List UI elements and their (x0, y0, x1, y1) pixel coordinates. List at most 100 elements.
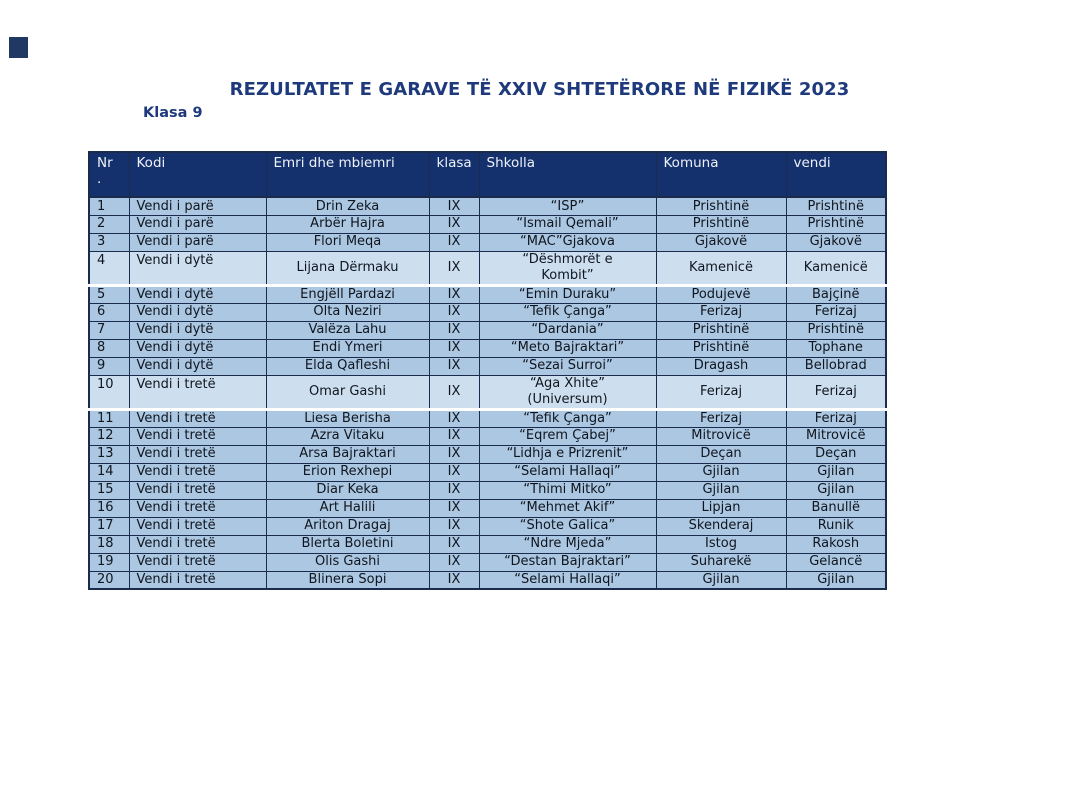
table-row: 13 Vendi i tretë Arsa Bajraktari IX “Lidhja … (88, 444, 887, 464)
class-label: Klasa 9 (143, 105, 203, 121)
cell-nr: 16 (88, 498, 130, 518)
cell-komuna: Ferizaj (655, 408, 787, 428)
cell-emri: Blinera Sopi (265, 570, 430, 590)
cell-komuna: Gjakovë (655, 232, 787, 252)
cell-klasa: IX (428, 338, 480, 358)
cell-vendi: Runik (785, 516, 887, 536)
cell-klasa: IX (428, 302, 480, 322)
cell-nr: 10 (88, 374, 130, 411)
cell-nr: 19 (88, 552, 130, 572)
cell-nr: 7 (88, 320, 130, 340)
cell-nr: 5 (88, 284, 130, 304)
table-row: 2 Vendi i parë Arbër Hajra IX “Ismail Qemali… (88, 214, 887, 234)
cell-vendi: Banullë (785, 498, 887, 518)
cell-nr: 8 (88, 338, 130, 358)
table-row: 16 Vendi i tretë Art Halili IX “Mehmet Akif”… (88, 498, 887, 518)
table-row: 1 Vendi i parë Drin Zeka IX “ISP” Prishtinë Pr… (88, 196, 887, 216)
cell-shkolla: “Sezai Surroi” (478, 356, 657, 376)
column-header-nr: Nr . (88, 151, 130, 198)
table-row: 15 Vendi i tretë Diar Keka IX “Thimi Mitko” G… (88, 480, 887, 500)
cell-nr: 17 (88, 516, 130, 536)
cell-vendi: Deçan (785, 444, 887, 464)
cell-kodi: Vendi i tretë (128, 480, 267, 500)
cell-vendi: Tophane (785, 338, 887, 358)
cell-komuna: Prishtinë (655, 338, 787, 358)
cell-kodi: Vendi i parë (128, 196, 267, 216)
cell-shkolla: “Ismail Qemali” (478, 214, 657, 234)
column-header-klasa: klasa (428, 151, 480, 198)
results-table: Nr . Kodi Emri dhe mbiemri klasa Shkolla Komu… (88, 151, 887, 590)
cell-klasa: IX (428, 498, 480, 518)
cell-emri: Endi Ymeri (265, 338, 430, 358)
cell-kodi: Vendi i tretë (128, 570, 267, 590)
cell-vendi: Gelancë (785, 552, 887, 572)
cell-shkolla: “Shote Galica” (478, 516, 657, 536)
cell-klasa: IX (428, 284, 480, 304)
cell-shkolla: “Emin Duraku” (478, 284, 657, 304)
cell-nr: 14 (88, 462, 130, 482)
cell-vendi: Prishtinë (785, 320, 887, 340)
cell-klasa: IX (428, 408, 480, 428)
cell-nr: 11 (88, 408, 130, 428)
cell-nr: 13 (88, 444, 130, 464)
cell-komuna: Prishtinë (655, 320, 787, 340)
cell-shkolla: “Mehmet Akif” (478, 498, 657, 518)
cell-vendi: Rakosh (785, 534, 887, 554)
table-row: 4 Vendi i dytë Lijana Dërmaku IX “Dëshmorët … (88, 250, 887, 287)
cell-emri: Olis Gashi (265, 552, 430, 572)
column-header-shkolla: Shkolla (478, 151, 657, 198)
cell-shkolla: “Meto Bajraktari” (478, 338, 657, 358)
cell-klasa: IX (428, 552, 480, 572)
cell-komuna: Skenderaj (655, 516, 787, 536)
cell-shkolla: “Dëshmorët e Kombit” (478, 250, 657, 287)
cell-kodi: Vendi i tretë (128, 374, 267, 411)
cell-emri: Engjëll Pardazi (265, 284, 430, 304)
cell-komuna: Deçan (655, 444, 787, 464)
cell-klasa: IX (428, 320, 480, 340)
cell-vendi: Ferizaj (785, 408, 887, 428)
cell-emri: Valëza Lahu (265, 320, 430, 340)
cell-nr: 6 (88, 302, 130, 322)
cell-kodi: Vendi i dytë (128, 338, 267, 358)
cell-klasa: IX (428, 444, 480, 464)
cell-nr: 15 (88, 480, 130, 500)
cell-kodi: Vendi i dytë (128, 250, 267, 287)
cell-kodi: Vendi i tretë (128, 534, 267, 554)
cell-shkolla: “MAC”Gjakova (478, 232, 657, 252)
cell-komuna: Lipjan (655, 498, 787, 518)
cell-kodi: Vendi i tretë (128, 444, 267, 464)
table-row: 3 Vendi i parë Flori Meqa IX “MAC”Gjakova Gja… (88, 232, 887, 252)
cell-kodi: Vendi i dytë (128, 356, 267, 376)
cell-shkolla: “Selami Hallaqi” (478, 570, 657, 590)
cell-kodi: Vendi i dytë (128, 284, 267, 304)
cell-komuna: Ferizaj (655, 374, 787, 411)
cell-kodi: Vendi i tretë (128, 462, 267, 482)
cell-shkolla: “Destan Bajraktari” (478, 552, 657, 572)
cell-shkolla: “Eqrem Çabej” (478, 426, 657, 446)
cell-nr: 2 (88, 214, 130, 234)
table-row: 8 Vendi i dytë Endi Ymeri IX “Meto Bajraktar… (88, 338, 887, 358)
cell-komuna: Kamenicë (655, 250, 787, 287)
cell-klasa: IX (428, 250, 480, 287)
cell-emri: Erion Rexhepi (265, 462, 430, 482)
cell-shkolla: “Tefik Çanga” (478, 408, 657, 428)
cell-vendi: Bajçinë (785, 284, 887, 304)
cell-vendi: Gjilan (785, 570, 887, 590)
cell-kodi: Vendi i parë (128, 214, 267, 234)
cell-komuna: Podujevë (655, 284, 787, 304)
cell-komuna: Mitrovicë (655, 426, 787, 446)
table-row: 12 Vendi i tretë Azra Vitaku IX “Eqrem Çabej… (88, 426, 887, 446)
cell-komuna: Prishtinë (655, 196, 787, 216)
table-row: 14 Vendi i tretë Erion Rexhepi IX “Selami Ha… (88, 462, 887, 482)
cell-nr: 1 (88, 196, 130, 216)
cell-nr: 20 (88, 570, 130, 590)
cell-nr: 18 (88, 534, 130, 554)
cell-emri: Flori Meqa (265, 232, 430, 252)
cell-kodi: Vendi i parë (128, 232, 267, 252)
cell-vendi: Ferizaj (785, 302, 887, 322)
cell-vendi: Prishtinë (785, 214, 887, 234)
cell-emri: Azra Vitaku (265, 426, 430, 446)
table-row: 9 Vendi i dytë Elda Qafleshi IX “Sezai Surro… (88, 356, 887, 376)
cell-kodi: Vendi i dytë (128, 302, 267, 322)
